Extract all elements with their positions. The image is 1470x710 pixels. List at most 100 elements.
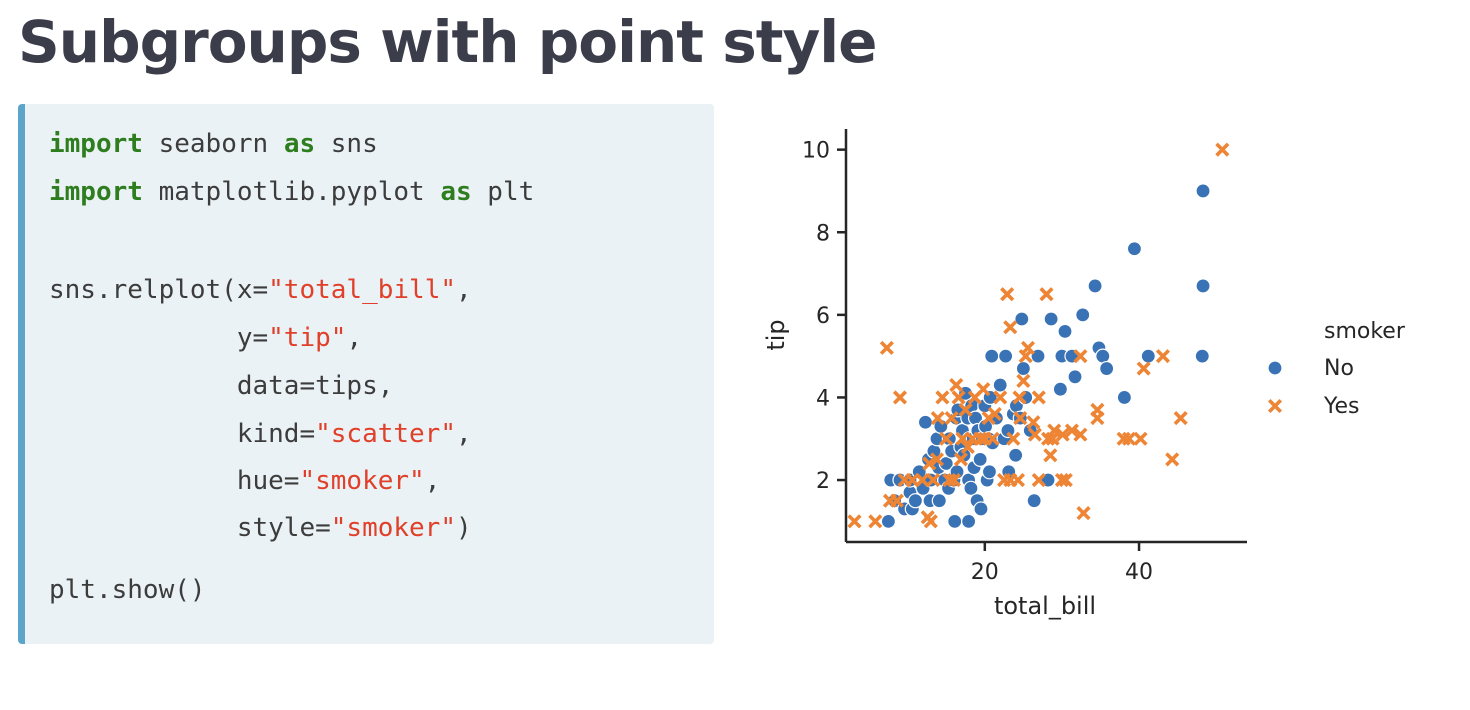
point-no [972,451,988,467]
point-no [1195,183,1211,199]
code-text: plt.show() [49,575,206,605]
point-yes [1133,431,1148,446]
point-no [1075,307,1091,323]
point-yes [1039,287,1054,302]
point-yes [922,456,937,471]
point-yes [1076,506,1091,521]
code-line: style="smoker") [49,508,472,548]
point-yes [905,473,920,488]
point-no [947,513,963,529]
code-line: sns.relplot(x="total_bill", [49,270,472,310]
point-no [973,501,989,517]
point-yes [1055,427,1070,442]
y-tick-label: 10 [802,139,830,164]
chart-svg: 2 4 6 8 10 20 40 total_bill tip smoker No Yes [762,129,1406,620]
point-yes [892,390,908,405]
point-yes [1121,431,1137,446]
point-yes [935,390,950,405]
point-yes [1073,349,1088,364]
point-yes [1165,452,1180,467]
point-no [963,480,979,496]
code-line: kind="scatter", [49,414,472,454]
code-line: data=tips, [49,366,394,406]
code-line: y="tip", [49,318,362,358]
code-string: "scatter" [315,419,456,449]
point-no [907,493,924,509]
code-string: "tip" [268,323,347,353]
point-yes [976,382,991,397]
point-yes [1010,473,1026,488]
point-no [1140,348,1156,364]
scatter-points [847,142,1230,529]
code-text: matplotlib.pyplot [142,177,441,207]
point-yes [1073,427,1088,442]
slide-title: Subgroups with point style [18,8,877,76]
point-yes [1000,287,1015,302]
point-no [1014,311,1030,327]
legend-title: smoker [1324,319,1406,344]
x-tick-label: 20 [971,560,999,585]
x-tick-label: 40 [1125,560,1153,585]
point-yes [1006,431,1021,446]
point-no [1026,493,1042,509]
legend-label-no: No [1324,356,1354,381]
code-text: sns [315,129,378,159]
point-yes [1155,349,1170,364]
code-text: ) [456,513,472,543]
point-no [1099,360,1115,377]
point-yes [1090,411,1105,426]
point-yes [1003,320,1018,335]
axis-ticks: 2 4 6 8 10 20 40 [802,139,1153,585]
code-keyword: import [49,129,143,159]
code-block: import seaborn as sns import matplotlib.… [18,104,714,644]
point-yes [946,473,962,488]
point-yes [926,473,941,488]
point-yes [1027,427,1042,442]
point-yes [929,452,945,467]
x-axis-label: total_bill [994,592,1096,620]
y-axis-label: tip [762,319,790,350]
scatter-chart: 2 4 6 8 10 20 40 total_bill tip smoker No Yes [740,104,1440,644]
code-string: "smoker" [330,513,456,543]
point-yes [1026,415,1041,430]
point-yes [847,514,862,529]
point-yes [1136,361,1151,376]
point-yes [1020,340,1036,355]
point-yes [868,514,883,529]
point-no [1000,422,1016,439]
point-yes [944,411,959,426]
point-no [1126,241,1143,257]
point-yes [1031,390,1046,405]
code-text: hue= [49,466,300,496]
point-yes [879,340,894,355]
code-text: , [456,419,472,449]
point-no [880,513,897,529]
code-line: import seaborn as sns [49,124,378,164]
code-line: import matplotlib.pyplot as plt [49,172,534,212]
point-no [1087,278,1103,294]
point-yes [949,378,964,393]
point-yes [1031,473,1046,488]
point-no [961,513,977,529]
point-no [1008,447,1024,463]
legend-x-marker [1267,398,1283,414]
point-yes [939,431,954,446]
legend-circle-marker [1267,360,1283,376]
point-no [1116,389,1132,406]
point-yes [993,390,1008,405]
point-no [992,377,1008,393]
point-yes [915,473,930,488]
point-yes [1012,390,1027,405]
point-yes [1058,473,1073,488]
point-yes [960,439,975,455]
legend-label-yes: Yes [1323,394,1360,419]
point-no [981,464,998,480]
code-text: , [456,275,472,305]
point-yes [889,493,904,508]
point-yes [923,514,938,529]
point-no [1015,360,1031,377]
point-yes [1043,448,1058,463]
code-line: hue="smoker", [49,461,441,501]
point-yes [1016,373,1031,388]
y-tick-label: 8 [816,221,830,246]
